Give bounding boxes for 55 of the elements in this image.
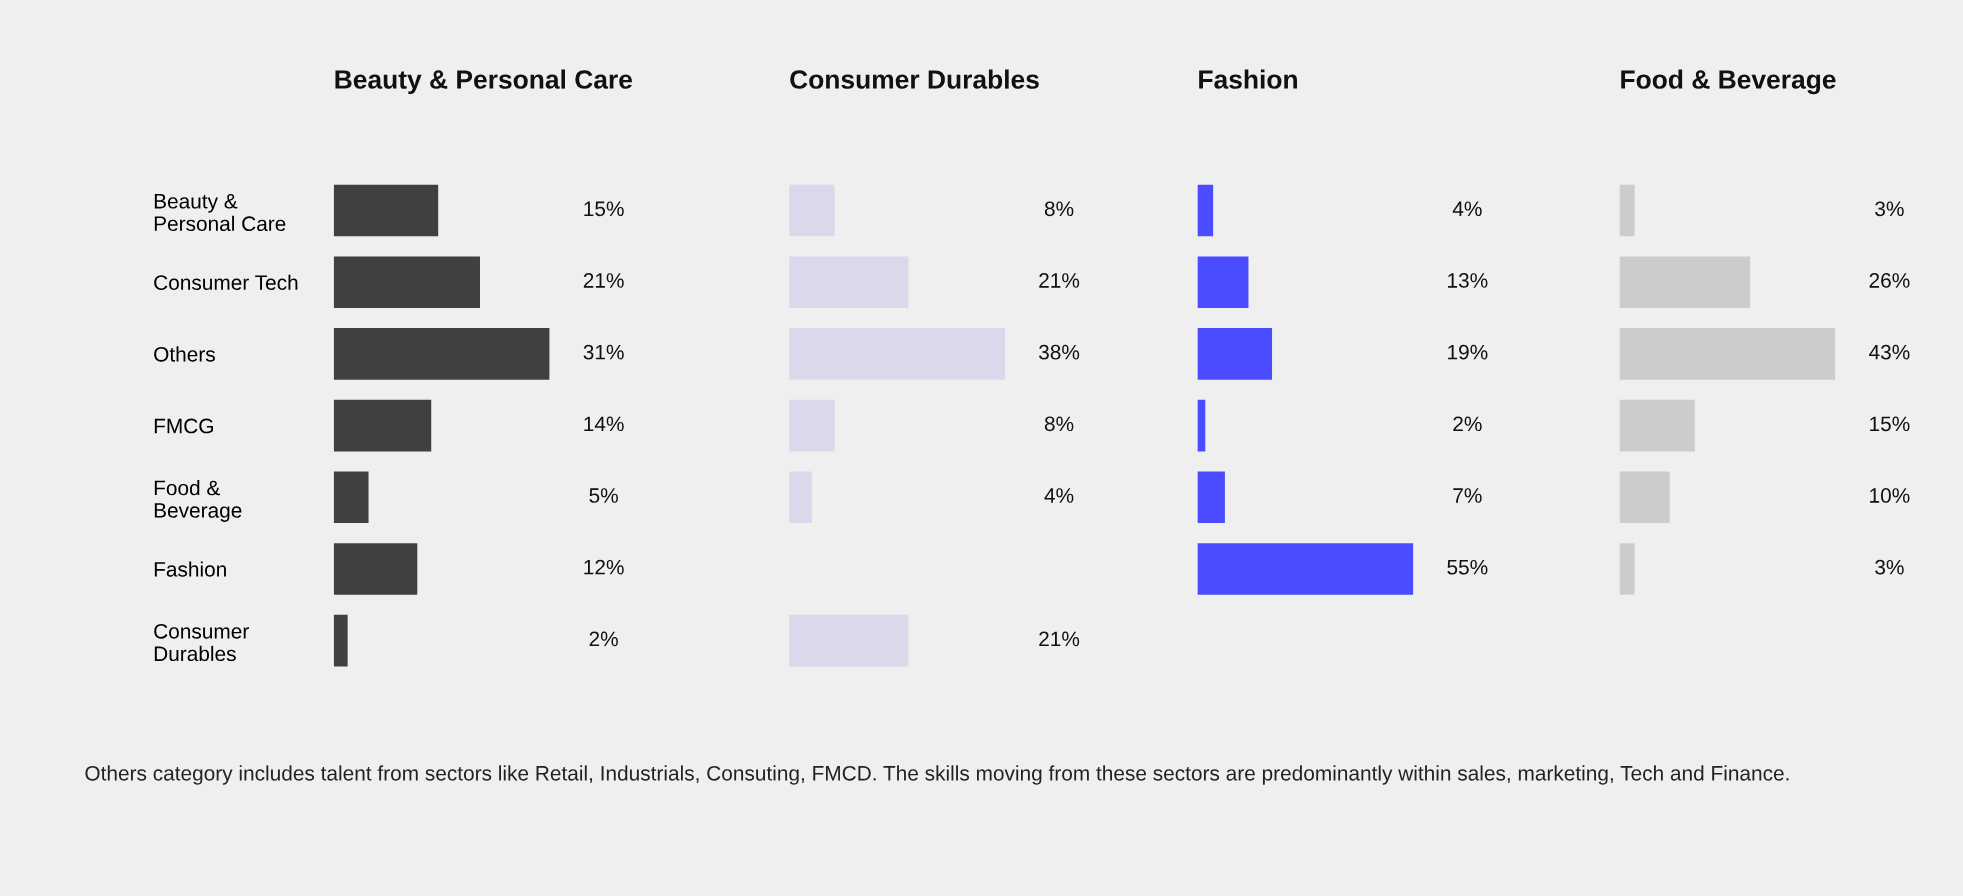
bar bbox=[333, 256, 480, 309]
data-label: 4% bbox=[1044, 488, 1074, 503]
bar bbox=[333, 471, 369, 524]
data-label: 31% bbox=[583, 344, 624, 360]
data-label: 3% bbox=[1875, 559, 1904, 575]
y-tick-label: FMCG bbox=[154, 418, 213, 434]
data-label: 19% bbox=[1448, 344, 1488, 360]
chart-title: Food & Beverage bbox=[1621, 69, 1836, 95]
y-tick-label: Consumer Durables bbox=[154, 623, 249, 662]
bar bbox=[1197, 543, 1414, 595]
bar bbox=[1619, 471, 1670, 524]
bar bbox=[333, 184, 439, 237]
y-tick-label: Food & Beverage bbox=[154, 480, 242, 522]
bar bbox=[1619, 328, 1836, 380]
data-label: 14% bbox=[584, 416, 624, 432]
bar bbox=[1197, 256, 1249, 309]
chart-title: Fashion bbox=[1199, 69, 1297, 89]
data-label: 26% bbox=[1869, 273, 1910, 288]
data-label: 15% bbox=[584, 201, 624, 217]
y-tick-label: Others bbox=[154, 346, 215, 362]
bar bbox=[1619, 543, 1635, 595]
data-label: 2% bbox=[1453, 416, 1482, 432]
data-label: 4% bbox=[1452, 201, 1482, 217]
bar bbox=[333, 399, 432, 452]
y-tick-label: Fashion bbox=[154, 561, 226, 577]
data-label: 38% bbox=[1038, 344, 1080, 360]
data-label: 10% bbox=[1870, 488, 1910, 503]
chart-title: Consumer Durables bbox=[790, 69, 1039, 89]
chart-title: Beauty & Personal Care bbox=[335, 69, 632, 95]
y-tick-label: Beauty & Personal Care bbox=[154, 193, 286, 232]
text: Others category includes talent from sectors like Retail, Industrials, Consuting, FMCD. The skills moving from these sectors are predominantly within sales, marketing, Tech and Finance. bbox=[85, 765, 1789, 785]
bar bbox=[1197, 328, 1273, 380]
data-label: 3% bbox=[1875, 201, 1904, 217]
data-label: 8% bbox=[1044, 416, 1074, 432]
bar bbox=[1619, 399, 1695, 452]
data-label: 55% bbox=[1447, 559, 1488, 575]
bar bbox=[333, 614, 348, 667]
data-label: 21% bbox=[1039, 273, 1080, 288]
data-label: 8% bbox=[1044, 201, 1074, 217]
bar bbox=[1197, 471, 1225, 524]
bar bbox=[333, 543, 418, 595]
data-label: 13% bbox=[1448, 273, 1488, 288]
bar bbox=[1197, 184, 1214, 237]
bar bbox=[1619, 184, 1635, 237]
y-tick-label: Consumer Tech bbox=[154, 274, 298, 290]
bar bbox=[333, 328, 550, 380]
data-label: 2% bbox=[589, 631, 618, 647]
data-label: 12% bbox=[584, 559, 624, 575]
bar bbox=[1619, 256, 1751, 309]
data-label: 21% bbox=[583, 273, 624, 288]
data-label: 7% bbox=[1453, 488, 1482, 503]
data-label: 43% bbox=[1869, 344, 1910, 360]
data-label: 21% bbox=[1039, 631, 1080, 647]
data-label: 5% bbox=[589, 488, 618, 503]
data-label: 15% bbox=[1870, 416, 1910, 432]
